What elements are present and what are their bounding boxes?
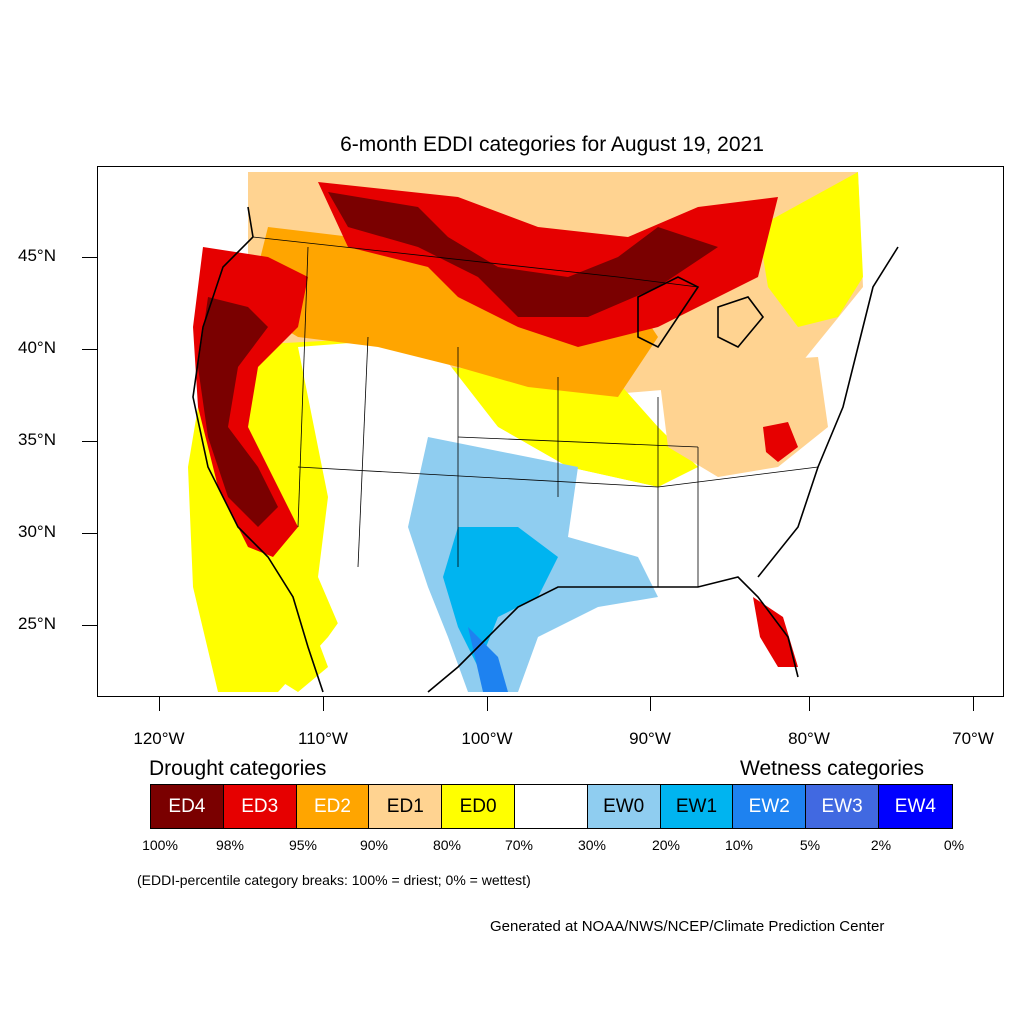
pct-break-11: 0% xyxy=(943,837,965,853)
legend-box-ew0: EW0 xyxy=(587,785,661,828)
region-ed0-baja xyxy=(238,567,328,692)
lat-label-25: 25°N xyxy=(18,614,56,633)
credit-line: Generated at NOAA/NWS/NCEP/Climate Predi… xyxy=(490,918,885,935)
lat-tick-30 xyxy=(82,533,97,534)
lat-label-40: 40°N xyxy=(18,338,56,357)
pct-break-3: 90% xyxy=(359,837,389,853)
lon-tick-70 xyxy=(973,697,974,711)
lat-tick-35 xyxy=(82,441,97,442)
wetness-categories-heading: Wetness categories xyxy=(740,757,925,780)
pct-break-4: 80% xyxy=(432,837,462,853)
legend-box-ew4: EW4 xyxy=(878,785,952,828)
lon-label-70: 70°W xyxy=(952,729,994,748)
region-ed0-midwest xyxy=(448,367,698,487)
lon-tick-110 xyxy=(323,697,324,711)
legend-box-ed2: ED2 xyxy=(296,785,370,828)
legend-box-ed3: ED3 xyxy=(223,785,297,828)
pct-break-1: 98% xyxy=(215,837,245,853)
lat-label-45: 45°N xyxy=(18,246,56,265)
lat-tick-45 xyxy=(82,257,97,258)
lat-label-30: 30°N xyxy=(18,522,56,541)
legend-box-ew1: EW1 xyxy=(660,785,734,828)
lon-tick-80 xyxy=(809,697,810,711)
lon-label-80: 80°W xyxy=(788,729,830,748)
lat-label-35: 35°N xyxy=(18,430,56,449)
pct-break-8: 10% xyxy=(724,837,754,853)
eddi-map xyxy=(97,166,1004,697)
coastlines xyxy=(192,206,899,693)
pct-break-10: 2% xyxy=(870,837,892,853)
lat-tick-25 xyxy=(82,625,97,626)
lon-tick-120 xyxy=(159,697,160,711)
category-legend: ED4 ED3 ED2 ED1 ED0 EW0 EW1 EW2 EW3 EW4 xyxy=(150,784,953,829)
lon-tick-100 xyxy=(487,697,488,711)
legend-box-ew2: EW2 xyxy=(733,785,807,828)
lon-label-90: 90°W xyxy=(629,729,671,748)
lon-label-120: 120°W xyxy=(133,729,185,748)
state-borders xyxy=(252,236,819,587)
legend-box-normal xyxy=(514,785,588,828)
legend-box-ed0: ED0 xyxy=(442,785,515,828)
pct-break-2: 95% xyxy=(288,837,318,853)
legend-box-ed1: ED1 xyxy=(369,785,443,828)
lon-label-100: 100°W xyxy=(461,729,513,748)
pct-break-9: 5% xyxy=(799,837,821,853)
region-ed3-florida xyxy=(753,597,798,667)
region-ed4-westcoast xyxy=(198,297,278,527)
legend-box-ed4: ED4 xyxy=(151,785,224,828)
pct-break-6: 30% xyxy=(577,837,607,853)
lon-tick-90 xyxy=(650,697,651,711)
region-ed4-north xyxy=(328,192,718,317)
region-ed3-virginia xyxy=(763,422,798,462)
pct-break-7: 20% xyxy=(651,837,681,853)
map-canvas xyxy=(188,172,899,693)
category-breaks-note: (EDDI-percentile category breaks: 100% =… xyxy=(137,872,531,888)
map-title: 6-month EDDI categories for August 19, 2… xyxy=(340,133,764,156)
pct-break-5: 70% xyxy=(504,837,534,853)
pct-break-0: 100% xyxy=(142,837,178,853)
region-ew2-texas xyxy=(468,627,508,692)
legend-box-ew3: EW3 xyxy=(806,785,879,828)
lat-tick-40 xyxy=(82,349,97,350)
drought-categories-heading: Drought categories xyxy=(149,757,327,780)
lon-label-110: 110°W xyxy=(298,729,348,748)
region-ed0-northeast xyxy=(758,172,863,327)
